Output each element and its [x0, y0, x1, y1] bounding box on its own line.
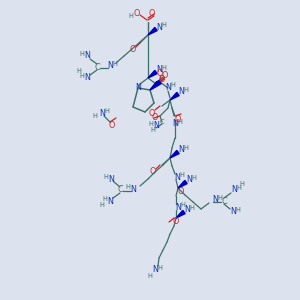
Text: O: O [130, 46, 136, 55]
Text: N: N [178, 88, 184, 97]
Text: N: N [84, 74, 90, 82]
Text: N: N [153, 122, 159, 130]
Text: C: C [221, 196, 227, 206]
Polygon shape [170, 150, 179, 158]
Text: N: N [108, 175, 114, 184]
Text: N: N [174, 172, 180, 182]
Text: H: H [105, 108, 110, 114]
Text: H: H [100, 202, 104, 208]
Text: H: H [126, 184, 130, 190]
Polygon shape [148, 70, 157, 78]
Text: N: N [165, 82, 171, 91]
Text: H: H [80, 51, 84, 57]
Text: N: N [184, 206, 190, 214]
Text: H: H [184, 87, 188, 93]
Text: O: O [162, 70, 168, 80]
Text: H: H [184, 145, 188, 151]
Polygon shape [150, 82, 159, 90]
Text: H: H [103, 174, 108, 180]
Text: O: O [159, 76, 165, 85]
Text: N: N [230, 208, 236, 217]
Polygon shape [148, 27, 157, 35]
Text: N: N [186, 176, 192, 184]
Text: N: N [99, 109, 105, 118]
Text: O: O [173, 217, 179, 226]
Text: H: H [112, 61, 117, 67]
Text: N: N [107, 61, 113, 70]
Text: H: H [162, 22, 167, 28]
Text: N: N [172, 119, 178, 128]
Text: N: N [107, 196, 113, 206]
Text: H: H [151, 127, 155, 133]
Text: N: N [84, 52, 90, 61]
Text: C: C [94, 62, 100, 71]
Text: N: N [212, 196, 218, 205]
Text: H: H [171, 82, 176, 88]
Text: O: O [150, 167, 156, 176]
Text: O: O [157, 68, 163, 77]
Text: H: H [80, 73, 84, 79]
Text: N: N [231, 185, 237, 194]
Text: N: N [130, 184, 136, 194]
Text: H: H [192, 175, 197, 181]
Text: O: O [175, 115, 181, 124]
Text: H: H [148, 273, 152, 279]
Text: H: H [148, 121, 153, 127]
Text: H: H [162, 65, 167, 71]
Text: H: H [240, 181, 244, 187]
Text: N: N [135, 83, 141, 92]
Text: N: N [178, 146, 184, 154]
Polygon shape [150, 80, 161, 90]
Text: H: H [93, 113, 98, 119]
Text: O: O [152, 113, 158, 122]
Text: O: O [134, 8, 140, 17]
Text: H: H [129, 13, 134, 19]
Text: H: H [180, 172, 184, 178]
Text: N: N [152, 266, 158, 274]
Text: C: C [117, 185, 123, 194]
Polygon shape [178, 180, 187, 188]
Text: C: C [160, 119, 164, 125]
Text: O: O [149, 10, 155, 19]
Text: N: N [156, 65, 162, 74]
Text: O: O [178, 188, 184, 196]
Text: O: O [149, 109, 155, 118]
Text: H: H [103, 196, 107, 202]
Text: H: H [218, 195, 222, 201]
Text: N: N [175, 202, 181, 211]
Text: H: H [237, 185, 242, 191]
Text: H: H [158, 265, 162, 271]
Text: H: H [236, 207, 240, 213]
Text: O: O [109, 122, 115, 130]
Text: H: H [181, 202, 185, 208]
Text: N: N [156, 22, 162, 32]
Polygon shape [176, 210, 185, 218]
Text: H: H [76, 68, 81, 74]
Polygon shape [170, 92, 179, 100]
Text: H: H [178, 119, 182, 125]
Text: H: H [190, 205, 194, 211]
